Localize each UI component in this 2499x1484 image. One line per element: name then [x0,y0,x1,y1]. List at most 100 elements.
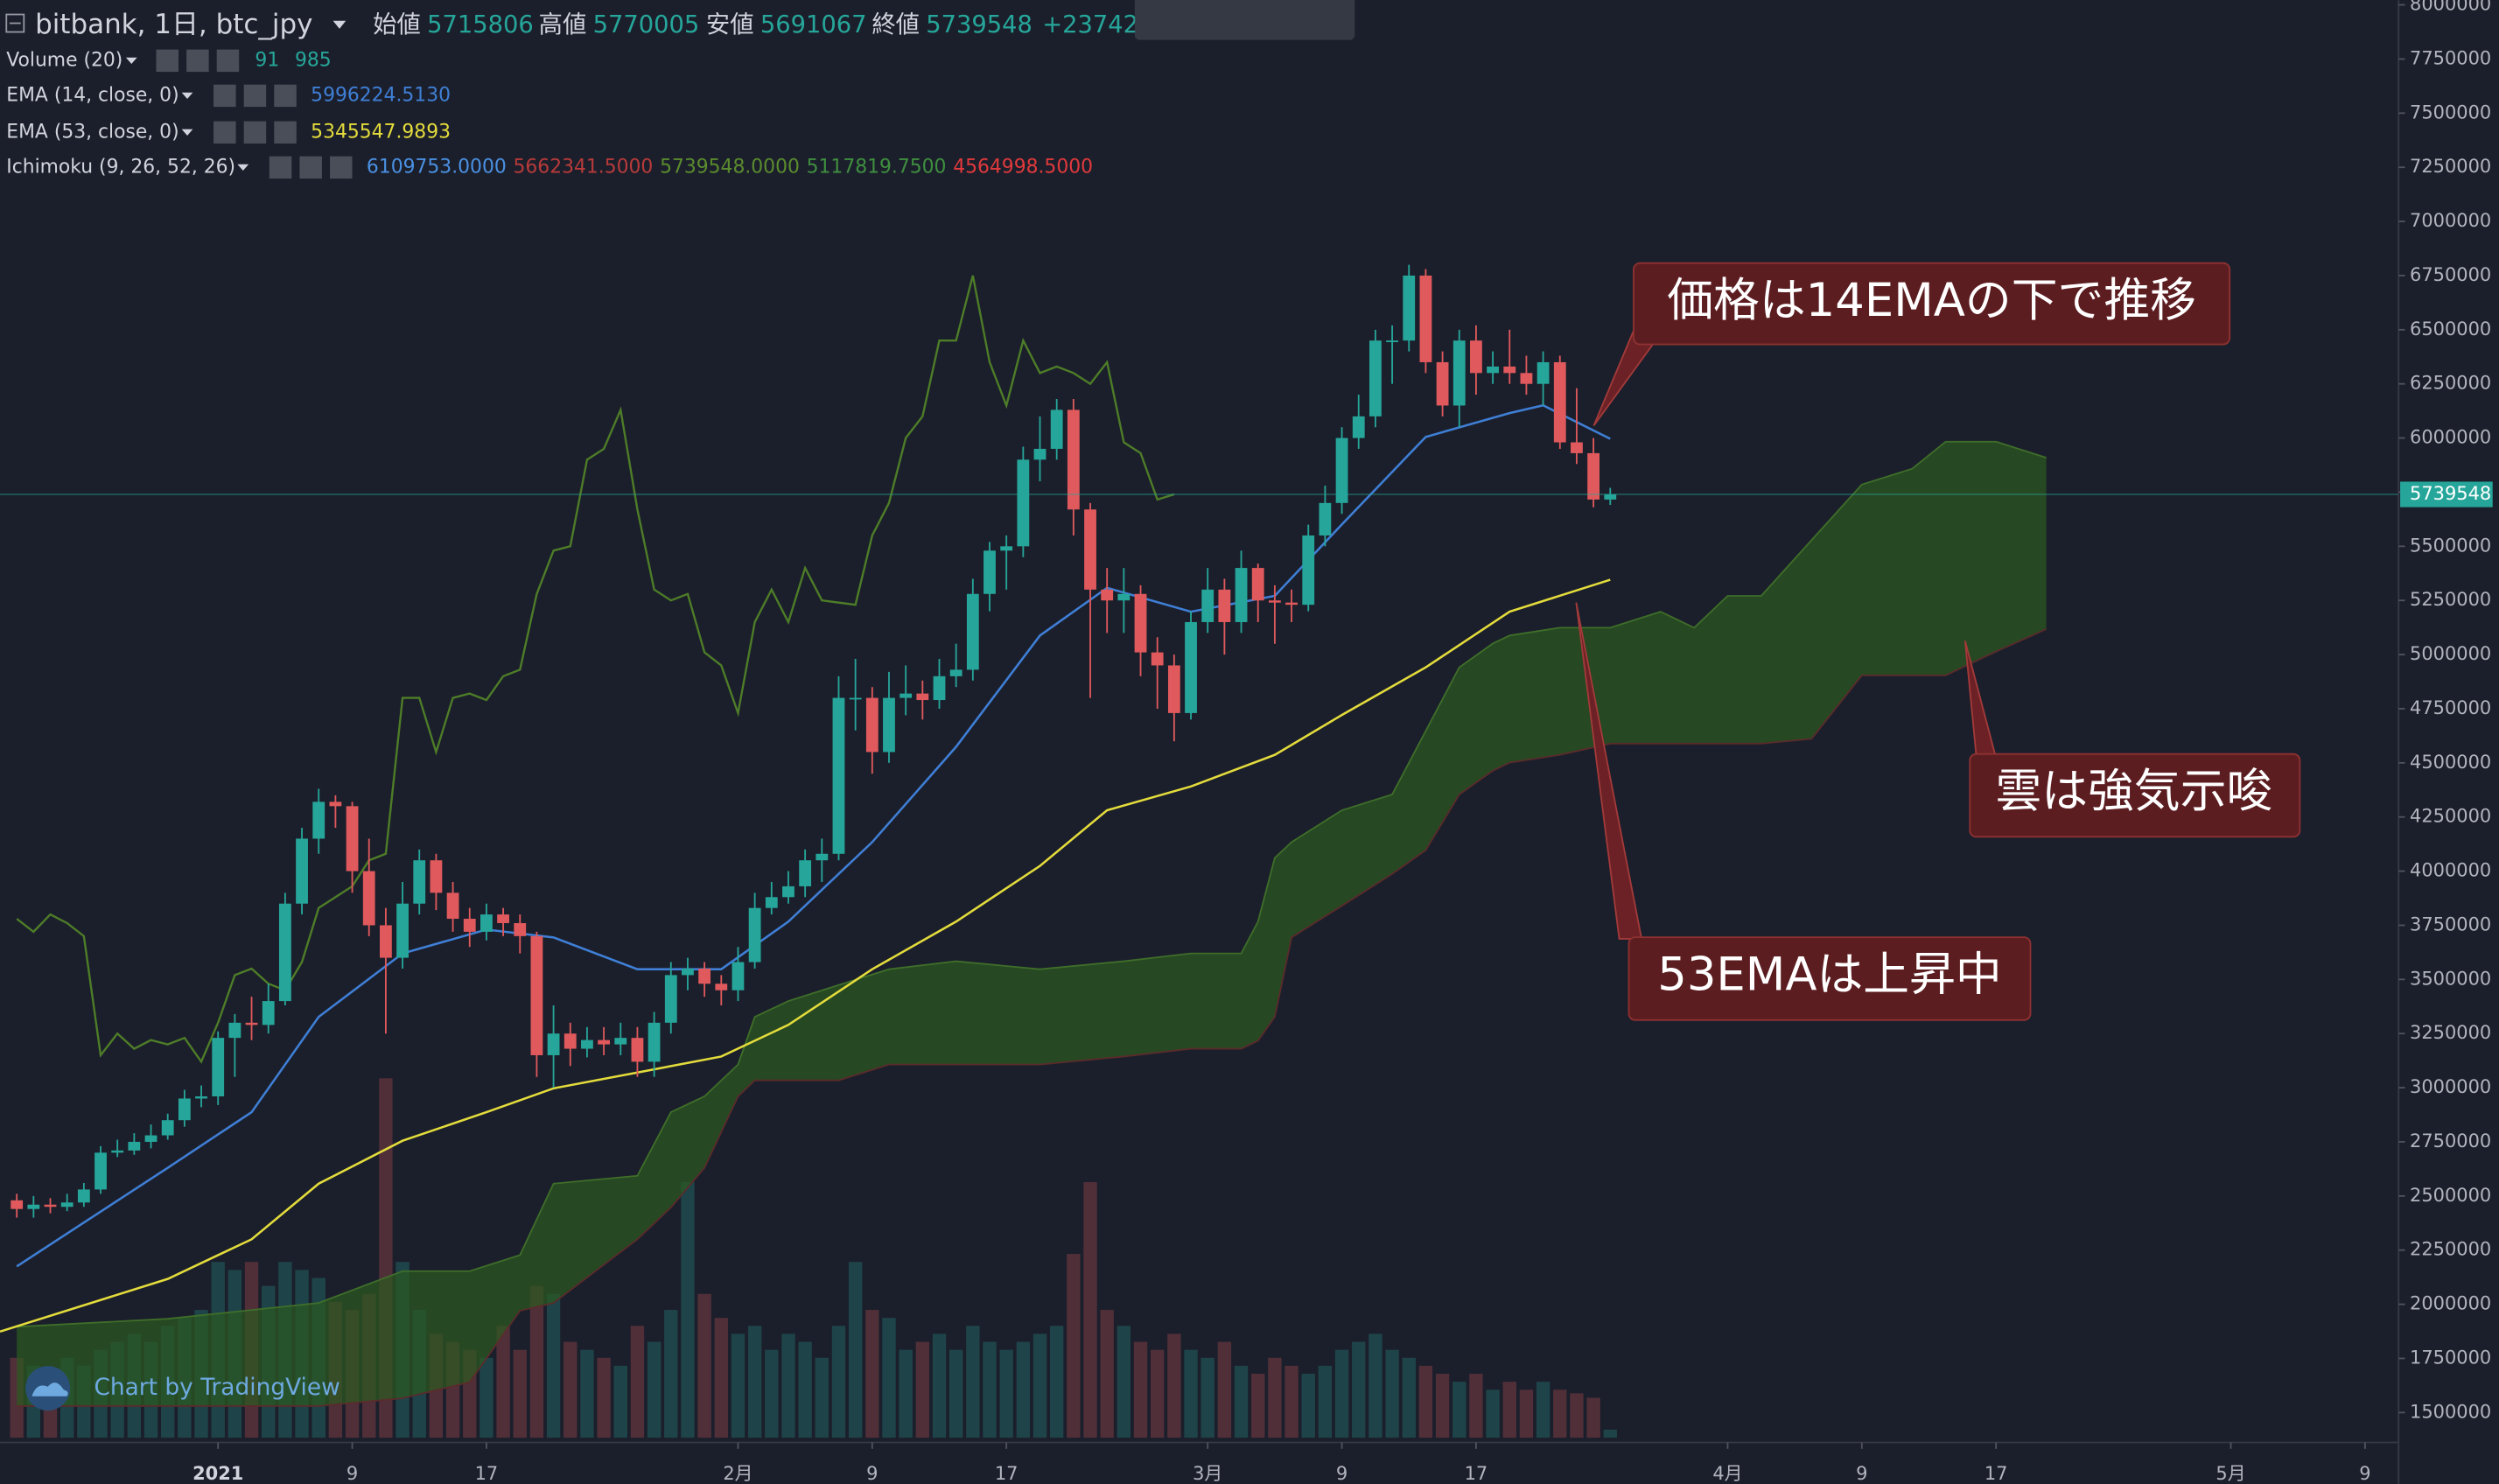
legend-caret[interactable] [237,164,249,172]
candle-body [1571,442,1583,453]
candle-body [1386,340,1398,343]
legend-icon[interactable] [214,121,236,144]
candle-body [883,697,895,752]
volume-bar [1167,1334,1181,1438]
legend-icon[interactable] [274,121,297,144]
candle-body [1235,568,1248,622]
legend-value: 6109753.0000 [367,156,507,178]
legend-icon[interactable] [274,84,297,108]
candle-body [94,1152,107,1190]
y-tick-label: 6750000 [2410,264,2491,285]
candle-body [1117,593,1130,601]
volume-bar [765,1349,779,1438]
candle-body [312,802,326,839]
volume-bar [664,1310,678,1438]
candle-body [799,860,812,886]
volume-bar [1586,1397,1600,1438]
y-tick-label: 7250000 [2410,156,2491,177]
x-tick-label: 9 [866,1463,878,1484]
volume-bar [1418,1365,1433,1438]
candle-body [1201,589,1214,622]
y-tick-label: 6000000 [2410,427,2491,448]
annotation: 価格は14EMAの下で推移 [1592,262,2231,426]
candle-body [816,853,829,861]
legend-caret[interactable] [125,57,137,64]
candle-body [212,1038,225,1096]
legend-name[interactable]: Ichimoku (9, 26, 52, 26) [6,156,235,178]
span-b-line [17,628,2048,1407]
legend-name[interactable]: EMA (53, close, 0) [6,121,178,143]
annotation-box [1969,752,2301,838]
candle-body [1553,361,1566,443]
y-tick-label: 8000000 [2410,0,2491,15]
candle-body [60,1202,74,1208]
candle-body [497,914,509,923]
legend-icon[interactable] [243,121,267,144]
legend-icon[interactable] [186,49,209,73]
legend-icon[interactable] [216,49,240,73]
volume-bar [647,1341,662,1438]
volume-bar [948,1349,963,1438]
dropdown-caret[interactable] [332,20,346,29]
volume-bar [1234,1365,1249,1438]
ohlc-label: 安値 [706,11,754,38]
candle-body [245,1022,258,1026]
candle-body [832,697,845,854]
x-tick-label: 9 [1856,1463,1867,1484]
volume-bar [932,1334,947,1438]
x-tick-label: 3月 [1193,1463,1222,1484]
legend-value: 5117819.7500 [807,156,947,178]
candle-body [614,1038,627,1045]
symbol-title[interactable]: bitbank, 1日, btc_jpy [35,9,312,40]
volume-bar [1469,1374,1483,1438]
candle-body [1470,340,1482,374]
candle-body [664,975,677,1023]
volume-bar [1133,1341,1148,1438]
volume-bar [781,1334,795,1438]
ohlc-label: 始値 [373,11,421,38]
candle-body [329,802,342,807]
price-change: +23742 [1042,11,1138,38]
candle-body [1167,665,1180,713]
legend-icon[interactable] [269,156,292,179]
watermark-logo-cloud [32,1382,68,1396]
collapse-icon[interactable] [5,13,25,33]
legend-icon[interactable] [330,156,353,179]
annotation: 53EMAは上昇中 [1575,602,2032,1021]
x-tick-label: 17 [1465,1463,1488,1484]
volume-bar [1352,1341,1366,1438]
legend-icon[interactable] [156,49,179,73]
candle-body [1419,275,1432,362]
volume-bar [1151,1349,1165,1438]
annotation: 雲は強気示唆 [1964,640,2301,838]
legend-name[interactable]: EMA (14, close, 0) [6,84,178,106]
legend-icon[interactable] [243,84,267,108]
candle-body [228,1022,242,1039]
candle-body [1251,568,1264,601]
volume-bar [1050,1326,1064,1438]
annotation-box [1633,262,2231,346]
candle-body [27,1204,40,1209]
volume-bar [697,1293,711,1438]
y-tick-label: 1500000 [2410,1401,2491,1422]
ichimoku-cloud [17,441,2047,1406]
volume-bar [1570,1393,1584,1438]
legend-caret[interactable] [181,129,193,136]
y-tick-label: 2500000 [2410,1185,2491,1206]
candle-body [1604,494,1617,500]
volume-bar [865,1310,879,1438]
candle-body [1218,589,1231,622]
candle-body [278,903,291,1002]
x-tick-label: 2月 [723,1463,752,1484]
candle-body [396,903,409,958]
ohlc-value: 5691067 [760,11,867,38]
legend-caret[interactable] [181,92,193,100]
legend-icon[interactable] [214,84,236,108]
legend-value: 5739548.0000 [660,156,800,178]
legend-icon[interactable] [299,156,322,179]
candle-body [480,914,493,932]
candle-body [1587,452,1600,500]
y-tick-label: 7750000 [2410,47,2491,68]
legend-name[interactable]: Volume (20) [6,49,122,71]
